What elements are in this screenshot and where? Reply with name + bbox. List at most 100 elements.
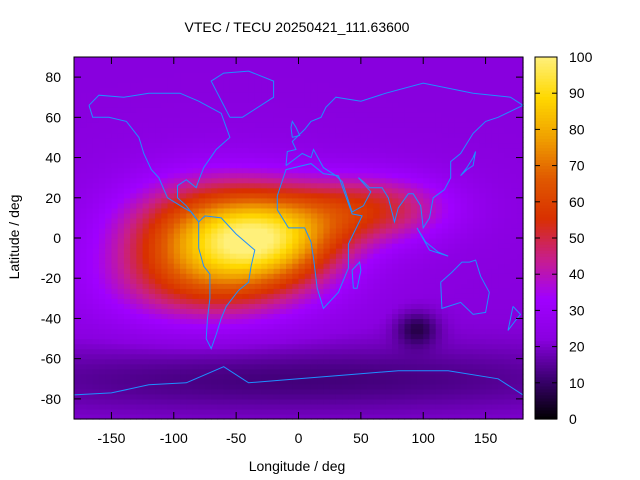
heatmap-cell <box>286 253 293 259</box>
heatmap-cell <box>192 248 200 254</box>
heatmap-cell <box>466 268 474 274</box>
heatmap-cell <box>398 263 406 269</box>
heatmap-cell <box>192 157 200 164</box>
heatmap-cell <box>360 177 368 184</box>
heatmap-cell <box>261 238 268 244</box>
heatmap-cell <box>105 358 113 365</box>
heatmap-cell <box>142 298 150 304</box>
heatmap-cell <box>204 232 212 239</box>
heatmap-cell <box>310 383 318 390</box>
heatmap-cell <box>516 348 524 355</box>
heatmap-cell <box>80 253 88 259</box>
heatmap-cell <box>460 152 468 159</box>
heatmap-cell <box>473 107 480 113</box>
heatmap-cell <box>236 333 243 340</box>
heatmap-cell <box>373 177 381 184</box>
heatmap-cell <box>142 72 150 78</box>
heatmap-cell <box>466 333 474 340</box>
heatmap-cell <box>248 82 256 88</box>
heatmap-cell <box>404 137 412 144</box>
heatmap-cell <box>92 127 100 134</box>
heatmap-cell <box>404 212 412 219</box>
heatmap-cell <box>248 232 256 239</box>
heatmap-cell <box>466 102 474 108</box>
heatmap-cell <box>329 182 337 189</box>
heatmap-cell <box>161 388 169 395</box>
heatmap-cell <box>435 398 443 405</box>
heatmap-cell <box>286 102 293 108</box>
heatmap-cell <box>360 283 368 289</box>
heatmap-cell <box>186 102 194 108</box>
heatmap-cell <box>148 77 156 83</box>
heatmap-cell <box>460 253 468 259</box>
heatmap-cell <box>504 268 512 274</box>
heatmap-cell <box>223 132 231 139</box>
heatmap-cell <box>367 283 374 289</box>
heatmap-cell <box>410 263 418 269</box>
heatmap-cell <box>379 253 387 259</box>
heatmap-cell <box>504 348 512 355</box>
heatmap-cell <box>398 408 406 415</box>
heatmap-cell <box>261 248 268 254</box>
heatmap-cell <box>123 207 131 214</box>
heatmap-cell <box>117 192 125 199</box>
heatmap-cell <box>310 232 318 239</box>
heatmap-cell <box>310 393 318 400</box>
heatmap-cell <box>454 127 462 134</box>
heatmap-cell <box>435 373 443 380</box>
heatmap-cell <box>379 72 387 78</box>
heatmap-cell <box>373 338 381 345</box>
heatmap-cell <box>261 117 268 123</box>
heatmap-cell <box>335 232 343 239</box>
heatmap-cell <box>329 137 337 144</box>
heatmap-cell <box>161 127 169 134</box>
heatmap-cell <box>498 162 505 169</box>
heatmap-cell <box>491 268 499 274</box>
heatmap-cell <box>441 87 449 93</box>
heatmap-cell <box>148 258 156 264</box>
heatmap-cell <box>379 328 387 335</box>
heatmap-cell <box>329 197 337 204</box>
heatmap-cell <box>292 238 300 244</box>
heatmap-cell <box>248 338 256 345</box>
heatmap-cell <box>117 132 125 139</box>
heatmap-cell <box>304 197 312 204</box>
heatmap-cell <box>298 268 306 274</box>
heatmap-cell <box>410 102 418 108</box>
heatmap-cell <box>180 313 187 320</box>
heatmap-cell <box>516 232 524 239</box>
heatmap-cell <box>161 273 169 279</box>
heatmap-cell <box>510 162 518 169</box>
heatmap-cell <box>86 72 94 78</box>
heatmap-cell <box>479 248 487 254</box>
heatmap-cell <box>498 202 505 209</box>
heatmap-cell <box>441 207 449 214</box>
heatmap-cell <box>161 117 169 123</box>
heatmap-cell <box>242 127 250 134</box>
heatmap-cell <box>292 222 300 229</box>
heatmap-cell <box>236 197 243 204</box>
heatmap-cell <box>261 253 268 259</box>
heatmap-cell <box>180 403 187 410</box>
heatmap-cell <box>98 283 106 289</box>
heatmap-cell <box>242 147 250 154</box>
heatmap-cell <box>354 192 362 199</box>
heatmap-cell <box>80 273 88 279</box>
heatmap-cell <box>367 373 374 380</box>
heatmap-cell <box>286 393 293 400</box>
heatmap-cell <box>123 77 131 83</box>
heatmap-cell <box>441 388 449 395</box>
heatmap-cell <box>155 248 162 254</box>
heatmap-cell <box>335 187 343 194</box>
heatmap-cell <box>379 137 387 144</box>
heatmap-cell <box>254 167 262 174</box>
heatmap-cell <box>292 147 300 154</box>
heatmap-cell <box>211 77 219 83</box>
heatmap-cell <box>485 207 493 214</box>
heatmap-cell <box>186 278 194 284</box>
heatmap-cell <box>223 258 231 264</box>
heatmap-cell <box>460 217 468 224</box>
heatmap-cell <box>211 243 219 249</box>
heatmap-cell <box>423 313 431 320</box>
heatmap-cell <box>267 288 275 294</box>
